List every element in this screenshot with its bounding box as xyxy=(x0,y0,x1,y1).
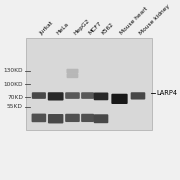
FancyBboxPatch shape xyxy=(32,92,46,99)
Text: 70KD: 70KD xyxy=(7,95,23,100)
FancyBboxPatch shape xyxy=(81,92,94,99)
FancyBboxPatch shape xyxy=(66,69,78,73)
Text: Mouse heart: Mouse heart xyxy=(120,6,149,36)
FancyBboxPatch shape xyxy=(65,114,80,122)
Text: 130KD: 130KD xyxy=(3,68,23,73)
Text: K562: K562 xyxy=(101,22,115,36)
FancyBboxPatch shape xyxy=(65,92,80,99)
Text: Jurkat: Jurkat xyxy=(39,20,54,36)
Text: LARP4: LARP4 xyxy=(156,90,178,96)
FancyBboxPatch shape xyxy=(31,114,46,122)
Text: HepG2: HepG2 xyxy=(73,18,90,36)
Text: 55KD: 55KD xyxy=(7,104,23,109)
FancyBboxPatch shape xyxy=(131,92,145,100)
FancyBboxPatch shape xyxy=(48,114,63,123)
Text: 100KD: 100KD xyxy=(3,82,23,87)
Bar xyxy=(26,38,152,130)
Text: MCF7: MCF7 xyxy=(88,21,103,36)
Text: Mouse kidney: Mouse kidney xyxy=(138,3,170,36)
FancyBboxPatch shape xyxy=(81,114,94,122)
FancyBboxPatch shape xyxy=(94,93,108,100)
FancyBboxPatch shape xyxy=(48,92,64,100)
Text: HeLa: HeLa xyxy=(56,22,70,36)
FancyBboxPatch shape xyxy=(94,114,108,123)
FancyBboxPatch shape xyxy=(67,73,78,78)
FancyBboxPatch shape xyxy=(111,94,128,104)
